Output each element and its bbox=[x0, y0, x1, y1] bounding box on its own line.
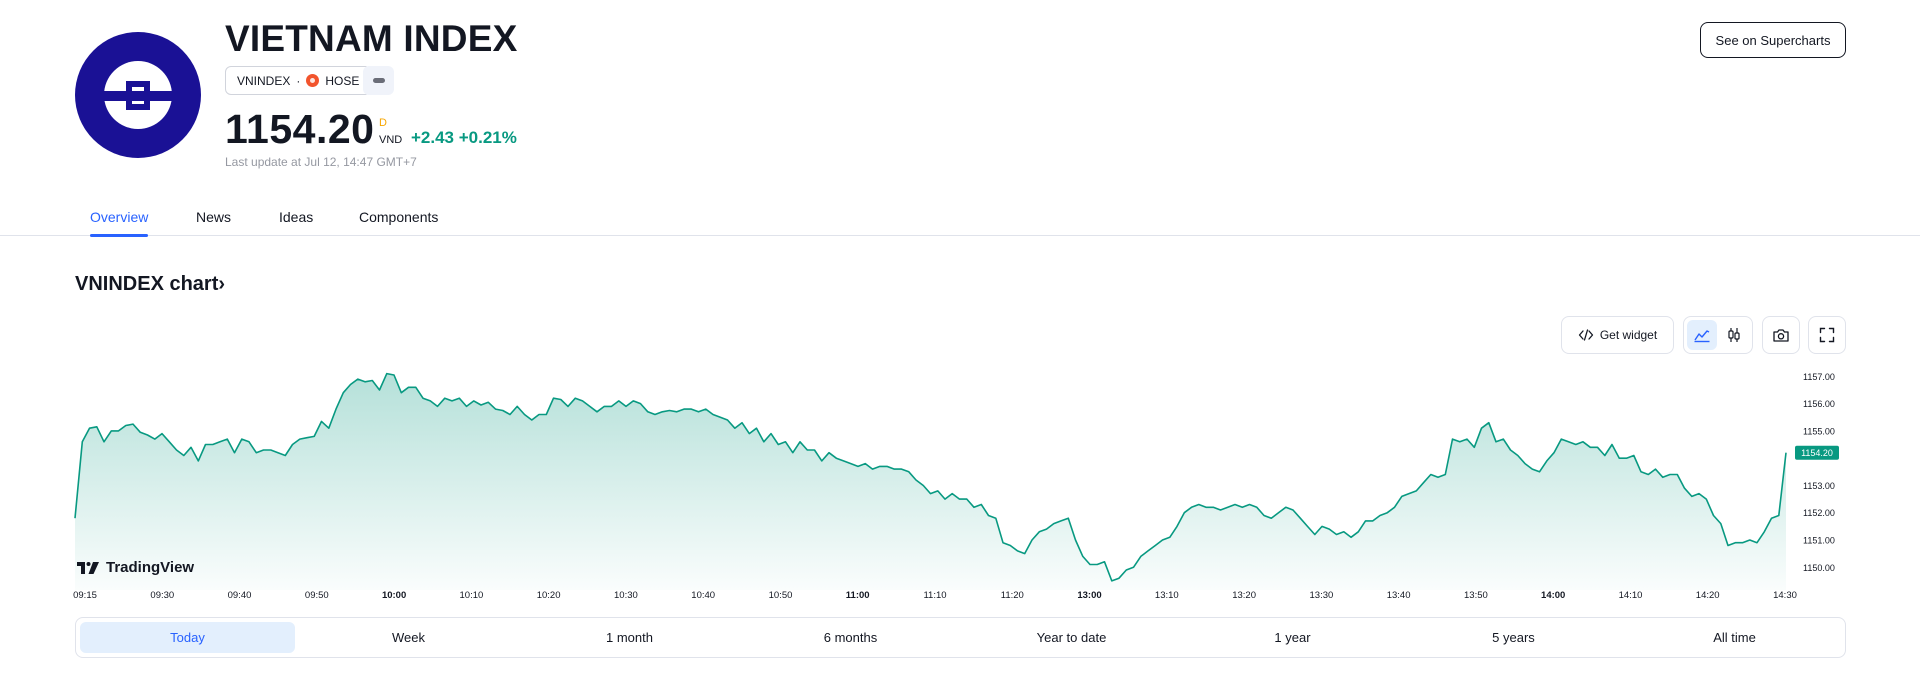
see-on-supercharts-button[interactable]: See on Supercharts bbox=[1700, 22, 1846, 58]
x-tick-label: 10:40 bbox=[691, 590, 715, 601]
y-tick-label: 1157.00 bbox=[1803, 372, 1835, 382]
more-options-button[interactable] bbox=[363, 66, 394, 95]
x-tick-label: 10:30 bbox=[614, 590, 638, 601]
range-today[interactable]: Today bbox=[80, 622, 295, 653]
tab-ideas[interactable]: Ideas bbox=[279, 209, 314, 225]
x-tick-label: 13:00 bbox=[1077, 590, 1101, 601]
time-range-selector: Today Week 1 month 6 months Year to date… bbox=[75, 617, 1846, 658]
x-tick-label: 14:00 bbox=[1541, 590, 1565, 601]
range-1-month[interactable]: 1 month bbox=[606, 630, 653, 645]
chart-heading-link[interactable]: VNINDEX chart› bbox=[75, 273, 226, 295]
symbol-exchange-pill[interactable]: VNINDEX · HOSE bbox=[225, 66, 372, 95]
area-chart-button[interactable] bbox=[1687, 320, 1717, 350]
x-tick-label: 09:15 bbox=[73, 590, 97, 601]
range-week[interactable]: Week bbox=[392, 630, 425, 645]
change-percent: +0.21% bbox=[458, 128, 517, 147]
get-widget-button[interactable]: Get widget bbox=[1561, 316, 1674, 354]
tradingview-branding[interactable]: TradingView bbox=[76, 559, 194, 576]
exchange-flag-icon bbox=[306, 74, 320, 87]
range-year-to-date[interactable]: Year to date bbox=[1036, 630, 1107, 645]
y-tick-label: 1151.00 bbox=[1803, 536, 1835, 546]
x-tick-label: 09:50 bbox=[305, 590, 329, 601]
screenshot-button[interactable] bbox=[1762, 316, 1800, 354]
y-tick-label: 1155.00 bbox=[1803, 426, 1835, 436]
candles-icon bbox=[1728, 328, 1740, 342]
range-1-year[interactable]: 1 year bbox=[1274, 630, 1311, 645]
x-tick-label: 10:10 bbox=[460, 590, 484, 601]
fullscreen-icon bbox=[1819, 327, 1835, 343]
separator-dot: · bbox=[296, 73, 301, 88]
y-tick-label: 1150.00 bbox=[1803, 563, 1835, 573]
page-title: VIETNAM INDEX bbox=[225, 18, 518, 59]
x-tick-label: 13:10 bbox=[1155, 590, 1179, 601]
chart-canvas[interactable]: 1157.00 1156.00 1155.00 1153.00 1152.00 1151.… bbox=[73, 360, 1865, 605]
price-line-series bbox=[74, 372, 1787, 582]
x-tick-label: 13:30 bbox=[1310, 590, 1334, 601]
x-tick-label: 13:40 bbox=[1387, 590, 1411, 601]
x-tick-label: 11:10 bbox=[923, 590, 946, 601]
last-update-text: Last update at Jul 12, 14:47 GMT+7 bbox=[225, 155, 417, 169]
vnindex-logo-icon bbox=[101, 61, 175, 129]
x-tick-label: 14:20 bbox=[1696, 590, 1720, 601]
y-tick-label: 1153.00 bbox=[1803, 481, 1835, 491]
x-tick-label: 09:40 bbox=[228, 590, 252, 601]
x-tick-label: 10:00 bbox=[382, 590, 406, 601]
delay-flag[interactable]: D bbox=[379, 117, 387, 129]
range-all-time[interactable]: All time bbox=[1713, 630, 1756, 645]
code-icon bbox=[1578, 329, 1593, 341]
x-tick-label: 13:20 bbox=[1232, 590, 1256, 601]
x-tick-label: 09:30 bbox=[150, 590, 174, 601]
chart-style-toggle bbox=[1683, 316, 1753, 354]
price-currency: VND bbox=[379, 134, 403, 146]
x-tick-label: 10:50 bbox=[769, 590, 793, 601]
change-value: +2.43 bbox=[411, 128, 455, 147]
x-tick-label: 13:50 bbox=[1464, 590, 1488, 601]
camera-icon bbox=[1773, 329, 1789, 342]
symbol-logo bbox=[75, 32, 201, 158]
price-change: +2.43 +0.21% bbox=[411, 128, 517, 148]
candles-chart-button[interactable] bbox=[1720, 320, 1750, 350]
tab-bar: Overview News Ideas Components bbox=[0, 206, 1920, 237]
tab-components[interactable]: Components bbox=[359, 209, 439, 225]
x-tick-label: 11:20 bbox=[1001, 590, 1024, 601]
x-tick-label: 14:10 bbox=[1619, 590, 1643, 601]
tab-news[interactable]: News bbox=[196, 209, 232, 225]
price-area-fill bbox=[75, 373, 1786, 590]
x-tick-label: 14:30 bbox=[1773, 590, 1797, 601]
last-value-label: 1154.20 bbox=[1801, 448, 1833, 458]
exchange-label: HOSE bbox=[325, 73, 360, 88]
y-tick-label: 1152.00 bbox=[1803, 508, 1835, 518]
range-5-years[interactable]: 5 years bbox=[1492, 630, 1535, 645]
get-widget-label: Get widget bbox=[1599, 328, 1658, 342]
area-chart-icon bbox=[1694, 330, 1710, 343]
fullscreen-button[interactable] bbox=[1808, 316, 1846, 354]
y-tick-label: 1156.00 bbox=[1803, 399, 1835, 409]
x-tick-label: 11:00 bbox=[846, 590, 870, 601]
x-tick-label: 10:20 bbox=[537, 590, 561, 601]
tradingview-label: TradingView bbox=[106, 559, 195, 576]
symbol-label: VNINDEX bbox=[237, 73, 291, 88]
price-chart[interactable]: 1157.00 1156.00 1155.00 1153.00 1152.00 1151.… bbox=[73, 360, 1865, 605]
last-price: 1154.20 bbox=[225, 106, 375, 152]
last-value-marker bbox=[1795, 445, 1839, 460]
more-dash-icon bbox=[372, 78, 385, 83]
tab-overview[interactable]: Overview bbox=[90, 209, 149, 237]
range-6-months[interactable]: 6 months bbox=[823, 630, 878, 645]
tradingview-logo-icon bbox=[77, 561, 99, 574]
